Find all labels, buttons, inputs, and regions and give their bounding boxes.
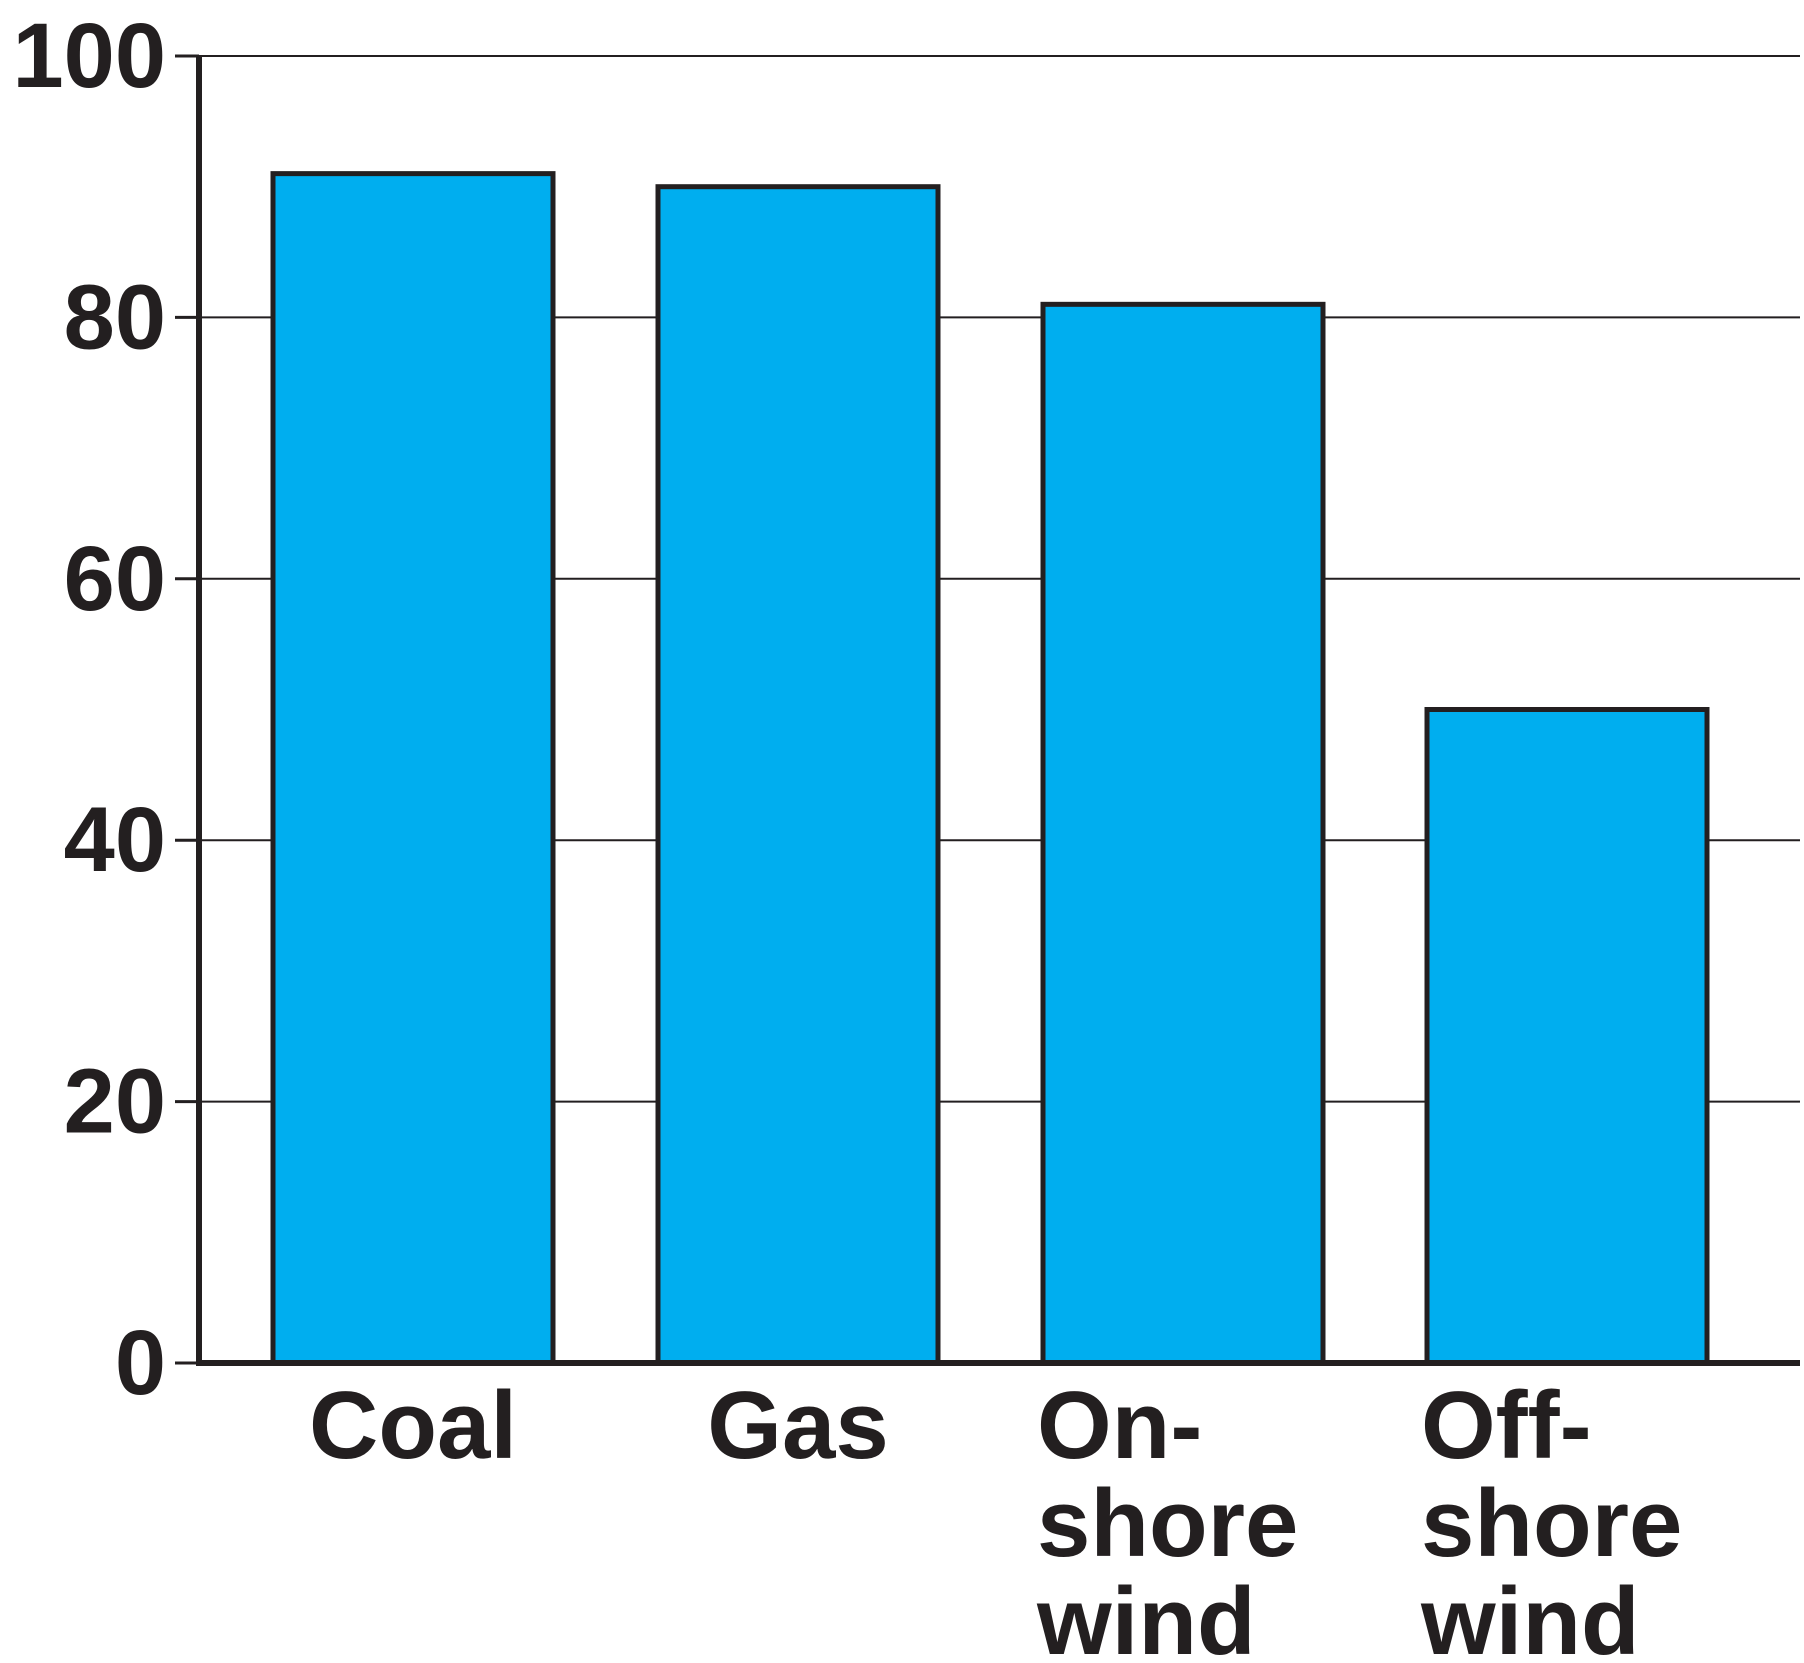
x-category-label-line: shore — [1037, 1470, 1298, 1577]
x-category-label-coal: Coal — [309, 1372, 517, 1479]
y-tick-label-20: 20 — [64, 1051, 166, 1153]
x-category-label-line: shore — [1421, 1470, 1682, 1577]
bar-coal — [270, 171, 556, 1366]
x-category-label-line: wind — [1420, 1568, 1640, 1663]
y-tick-label-60: 60 — [64, 528, 166, 630]
axes — [175, 54, 1800, 1366]
x-category-label-line: wind — [1036, 1568, 1256, 1663]
y-tick-labels: 0 20 40 60 80 100 — [13, 5, 167, 1414]
x-category-label-offshorewind: Off-shore wind — [1420, 1372, 1682, 1663]
bar-gas — [655, 184, 941, 1366]
y-tick-label-100: 100 — [13, 5, 167, 107]
bars — [270, 171, 1710, 1366]
y-tick-label-40: 40 — [64, 789, 166, 891]
y-tick-label-0: 0 — [115, 1312, 166, 1414]
x-category-label-line: Coal — [309, 1372, 517, 1479]
x-category-label-line: Off- — [1421, 1372, 1592, 1479]
x-category-label-gas: Gas — [707, 1372, 888, 1479]
x-category-label-line: On- — [1037, 1372, 1202, 1479]
bar-offshorewind — [1424, 707, 1710, 1366]
x-category-label-line: Gas — [707, 1372, 888, 1479]
bar-onshorewind — [1040, 301, 1326, 1366]
y-tick-label-80: 80 — [64, 266, 166, 368]
x-category-label-onshorewind: On-shore wind — [1036, 1372, 1298, 1663]
